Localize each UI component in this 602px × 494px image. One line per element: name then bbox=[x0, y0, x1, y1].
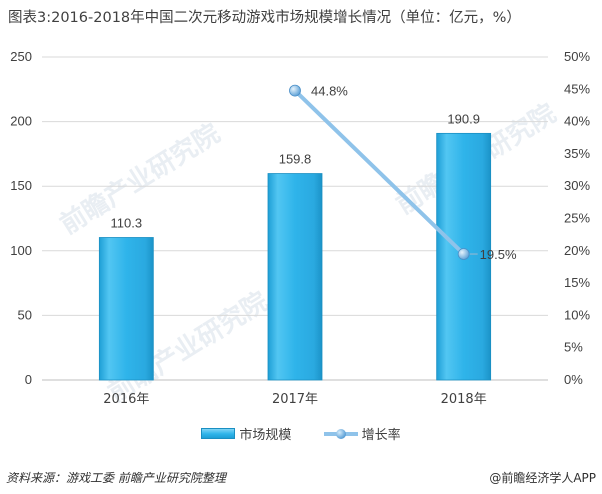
y-right-tick-label: 40% bbox=[564, 114, 590, 129]
y-right-tick-label: 50% bbox=[564, 49, 590, 64]
legend-label-bar: 市场规模 bbox=[239, 428, 292, 443]
chart-title: 图表3:2016-2018年中国二次元移动游戏市场规模增长情况（单位：亿元，%） bbox=[8, 10, 521, 26]
legend-line-swatch bbox=[323, 428, 358, 439]
growth-point bbox=[289, 84, 301, 97]
bar-value-label: 190.9 bbox=[447, 111, 480, 126]
x-tick-label: 2017年 bbox=[272, 392, 318, 407]
x-tick-label: 2016年 bbox=[103, 392, 149, 407]
legend-item-bar[interactable]: 市场规模 bbox=[201, 424, 291, 443]
y-right-tick-label: 45% bbox=[564, 81, 590, 96]
y-left-tick-label: 250 bbox=[10, 49, 32, 64]
y-left-tick-label: 100 bbox=[10, 243, 32, 258]
growth-line bbox=[289, 84, 470, 260]
growth-point bbox=[457, 248, 470, 260]
y-left-tick-label: 200 bbox=[10, 114, 32, 129]
bars bbox=[98, 132, 492, 381]
y-right-tick-label: 10% bbox=[564, 307, 590, 322]
y-right-tick-label: 25% bbox=[564, 211, 590, 226]
legend-label-line: 增长率 bbox=[361, 428, 401, 443]
y-right-tick-label: 20% bbox=[564, 243, 590, 258]
y-left-tick-label: 50 bbox=[18, 307, 32, 322]
growth-value-label: 44.8% bbox=[311, 84, 348, 99]
legend-item-line[interactable]: 增长率 bbox=[323, 424, 401, 443]
bar bbox=[267, 173, 323, 381]
y-right-tick-label: 30% bbox=[564, 178, 590, 193]
source-note: 资料来源：游戏工委 前瞻产业研究院整理 bbox=[6, 471, 226, 485]
axes: 0 50 100 150 200 250 0% 5% 10% 15% 20% 25% 30% 35% 40%… bbox=[10, 49, 590, 407]
data-labels: 110.3 159.8 190.9 44.8% 19.5% bbox=[111, 84, 517, 262]
y-left-tick-label: 0 bbox=[25, 372, 32, 387]
y-right-tick-label: 0% bbox=[564, 372, 583, 387]
y-right-tick-label: 35% bbox=[564, 146, 590, 161]
bar bbox=[98, 237, 154, 381]
growth-line-path bbox=[293, 88, 466, 257]
bar-value-label: 159.8 bbox=[279, 152, 312, 167]
legend: 市场规模 增长率 bbox=[0, 424, 602, 443]
y-left-tick-label: 150 bbox=[10, 178, 32, 193]
x-tick-label: 2018年 bbox=[441, 392, 487, 407]
growth-value-label: 19.5% bbox=[480, 247, 517, 262]
y-right-tick-label: 5% bbox=[564, 340, 583, 355]
bar-value-label: 110.3 bbox=[111, 215, 143, 230]
legend-bar-swatch bbox=[201, 428, 236, 439]
y-right-tick-label: 15% bbox=[564, 275, 590, 290]
brand-credit: @前瞻经济学人APP bbox=[489, 471, 596, 485]
